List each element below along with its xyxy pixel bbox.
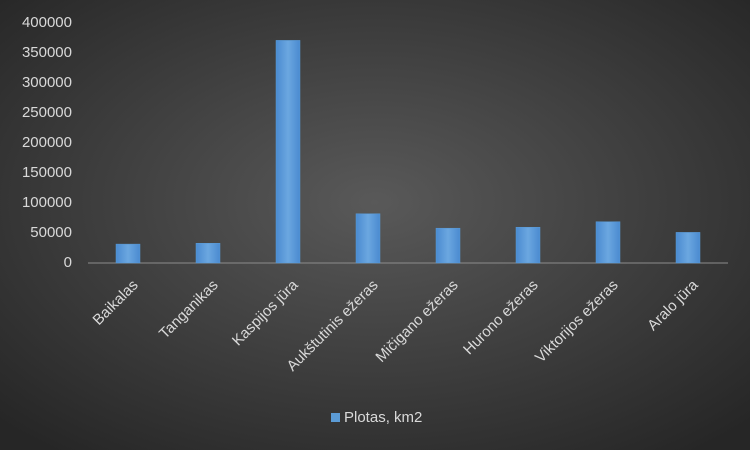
y-tick-label: 100000 xyxy=(22,194,72,211)
y-tick-label: 0 xyxy=(64,254,72,271)
y-tick-label: 400000 xyxy=(22,14,72,31)
y-tick-label: 150000 xyxy=(22,164,72,181)
y-tick-label: 300000 xyxy=(22,74,72,91)
bar xyxy=(435,227,461,264)
legend-swatch xyxy=(331,413,340,422)
bar xyxy=(355,213,381,264)
bar xyxy=(675,232,701,264)
bar xyxy=(595,221,621,264)
bar xyxy=(515,226,541,264)
y-tick-label: 50000 xyxy=(30,224,72,241)
bar xyxy=(275,40,301,264)
y-tick-label: 200000 xyxy=(22,134,72,151)
bar xyxy=(115,243,141,264)
legend-label: Plotas, km2 xyxy=(344,409,422,426)
bar xyxy=(195,243,221,264)
y-tick-label: 350000 xyxy=(22,44,72,61)
y-tick-label: 250000 xyxy=(22,104,72,121)
